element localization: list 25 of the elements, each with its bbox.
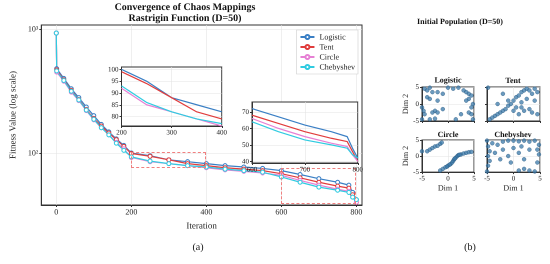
- text: (b): [464, 242, 476, 254]
- chart-subtitle: Logistic: [434, 76, 462, 84]
- legend-label: Circle: [319, 52, 340, 62]
- x-tick-label: 200: [125, 208, 138, 216]
- legend-label: Logistic: [319, 32, 346, 42]
- chart-title: Circle: [438, 130, 459, 139]
- legend-label: Chebyshev: [319, 62, 356, 72]
- x-tick-label: 800: [350, 208, 362, 216]
- y-tick-label: 10³: [28, 24, 39, 34]
- x-tick-label: 600: [275, 208, 288, 216]
- chart-title: Initial Population (D=50): [417, 17, 504, 26]
- chart-title: Tent: [505, 76, 521, 85]
- x-tick-label: 0: [54, 208, 58, 216]
- x-axis-title: Iteration: [186, 220, 218, 230]
- x-tick-label: 400: [200, 208, 212, 216]
- chart-title: Chebyshev: [494, 130, 532, 139]
- x-axis-title: Dim 1: [438, 184, 458, 193]
- y-tick-label: 10²: [28, 148, 39, 158]
- y-axis-title: Fitness Value (log scale): [8, 70, 18, 160]
- legend-label: Tent: [319, 42, 334, 52]
- y-axis-title: Dim 2: [400, 94, 410, 114]
- x-axis-title: Dim 1: [503, 184, 524, 193]
- y-axis-title: Dim 2: [400, 146, 410, 166]
- chart-title: Convergence of Chaos Mappings Rastrigin Function (D=50): [114, 2, 256, 24]
- text: (a): [192, 242, 204, 254]
